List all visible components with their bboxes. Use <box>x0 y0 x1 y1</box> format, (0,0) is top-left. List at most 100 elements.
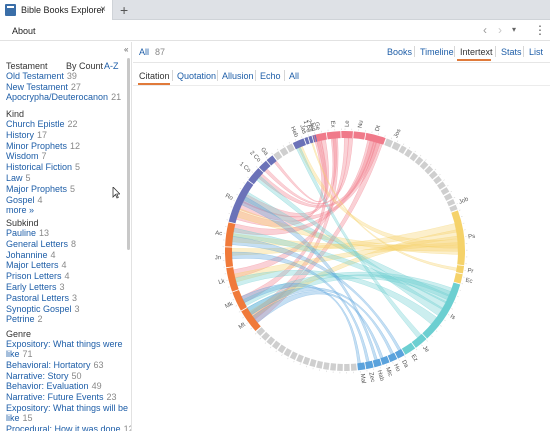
filter-tab-allusion[interactable]: Allusion <box>222 71 254 81</box>
book-segment-jud[interactable] <box>314 134 318 142</box>
filter-item-procedural-how-it-was-done[interactable]: Procedural: How it was done12 <box>6 424 131 431</box>
book-segment[interactable] <box>398 145 407 155</box>
filter-item-major-prophets[interactable]: Major Prophets 5 <box>6 184 75 194</box>
filter-item-church-epistle[interactable]: Church Epistle 22 <box>6 119 78 129</box>
filter-item-expository-what-things-were-like[interactable]: Expository: What things were like 71 <box>6 339 123 359</box>
book-segment-1-co[interactable] <box>248 167 264 185</box>
filter-item-more[interactable]: more » <box>6 205 34 215</box>
intertext-chord[interactable] <box>241 283 361 364</box>
sort-by-count-button[interactable]: By Count <box>66 61 104 71</box>
filter-item-historical-fiction[interactable]: Historical Fiction 5 <box>6 162 80 172</box>
intertext-chord[interactable] <box>232 227 447 310</box>
filter-tab-all[interactable]: All <box>289 71 300 81</box>
book-segment[interactable] <box>289 351 298 360</box>
book-segment[interactable] <box>409 152 418 162</box>
book-segment[interactable] <box>384 138 394 148</box>
filter-item-narrative-story[interactable]: Narrative: Story 50 <box>6 371 82 381</box>
book-segment[interactable] <box>330 363 337 371</box>
book-segment-pr[interactable] <box>455 265 465 274</box>
book-segment-ec[interactable] <box>453 272 463 284</box>
book-segment[interactable] <box>309 358 317 368</box>
intertext-chord[interactable] <box>231 236 402 351</box>
view-tab-books[interactable]: Books <box>387 47 413 57</box>
view-tab-list[interactable]: List <box>529 47 544 57</box>
book-segment[interactable] <box>391 141 401 151</box>
book-segment-ez[interactable] <box>401 342 416 355</box>
book-segment[interactable] <box>414 156 424 166</box>
plus-icon[interactable]: + <box>120 2 129 18</box>
book-segment-jas[interactable] <box>304 137 310 145</box>
book-segment-ro[interactable] <box>228 180 254 224</box>
book-segment[interactable] <box>437 181 446 190</box>
filter-item-minor-prophets[interactable]: Minor Prophets 12 <box>6 141 80 151</box>
filter-item-narrative-future-events[interactable]: Narrative: Future Events 23 <box>6 392 117 402</box>
filter-item-pauline[interactable]: Pauline 13 <box>6 228 49 238</box>
book-segment-2-pe[interactable] <box>312 135 316 143</box>
view-tab-intertext[interactable]: Intertext <box>460 47 493 57</box>
book-segment-ga[interactable] <box>266 155 277 166</box>
book-segment[interactable] <box>273 151 283 161</box>
book-segment[interactable] <box>316 360 324 369</box>
filter-item-history[interactable]: History 17 <box>6 130 47 140</box>
collapse-sidebar-icon[interactable]: « <box>124 45 129 54</box>
filter-item-expository-what-things-will-be-like[interactable]: Expository: What things will be like 15 <box>6 403 128 423</box>
book-segment-mal[interactable] <box>357 362 366 371</box>
filter-tab-echo[interactable]: Echo <box>260 71 281 81</box>
chevron-right-icon[interactable]: › <box>498 23 502 37</box>
filter-item-early-letters[interactable]: Early Letters 3 <box>6 282 65 292</box>
intertext-chord[interactable] <box>296 146 422 339</box>
book-segment[interactable] <box>271 340 281 350</box>
filter-item-gospel[interactable]: Gospel 4 <box>6 195 43 205</box>
book-segment[interactable] <box>419 161 429 170</box>
book-segment[interactable] <box>344 363 350 371</box>
filter-item-old-testament[interactable]: Old Testament 39 <box>6 71 77 81</box>
book-segment-lk[interactable] <box>226 267 239 292</box>
intertext-chord[interactable] <box>311 142 458 271</box>
book-segment-dt[interactable] <box>365 132 386 145</box>
book-segment[interactable] <box>286 143 295 153</box>
filter-item-behavior-evaluation[interactable]: Behavior: Evaluation 49 <box>6 381 102 391</box>
filter-tab-quotation[interactable]: Quotation <box>177 71 217 81</box>
filter-item-prison-letters[interactable]: Prison Letters 4 <box>6 271 70 281</box>
book-segment-zec[interactable] <box>365 360 374 370</box>
book-segment[interactable] <box>446 199 456 207</box>
book-segment[interactable] <box>449 204 458 212</box>
book-segment-2-co[interactable] <box>258 160 271 173</box>
sort-az-button[interactable]: A-Z <box>104 61 119 71</box>
book-segment[interactable] <box>404 148 413 158</box>
filter-item-law[interactable]: Law 5 <box>6 173 31 183</box>
filter-item-general-letters[interactable]: General Letters 8 <box>6 239 76 249</box>
book-segment-ho[interactable] <box>387 352 398 363</box>
book-segment[interactable] <box>323 362 330 370</box>
book-segment[interactable] <box>256 327 266 336</box>
book-segment-le[interactable] <box>341 131 353 139</box>
filter-tab-citation[interactable]: Citation <box>139 71 170 81</box>
book-segment-hab[interactable] <box>372 358 382 368</box>
book-segment-heb[interactable] <box>292 138 306 150</box>
intertext-chord[interactable] <box>252 291 384 359</box>
filter-item-behavioral-hortatory[interactable]: Behavioral: Hortatory 63 <box>6 360 104 370</box>
view-tab-stats[interactable]: Stats <box>501 47 522 57</box>
book-segment[interactable] <box>283 348 292 357</box>
view-tab-timeline[interactable]: Timeline <box>420 47 454 57</box>
sidebar-scrollbar[interactable] <box>127 58 130 250</box>
book-segment-je[interactable] <box>411 333 427 348</box>
filter-item-synoptic-gospel[interactable]: Synoptic Gospel 3 <box>6 304 80 314</box>
book-segment-da[interactable] <box>394 349 405 359</box>
book-segment-ac[interactable] <box>225 222 236 247</box>
intertext-chord[interactable] <box>264 137 354 205</box>
intertext-chord[interactable] <box>256 175 443 316</box>
book-segment[interactable] <box>424 165 434 175</box>
chevron-left-icon[interactable]: ‹ <box>483 23 487 37</box>
filter-item-major-letters[interactable]: Major Letters 4 <box>6 260 67 270</box>
more-vertical-icon[interactable]: ⋮ <box>534 23 546 37</box>
book-segment-ps[interactable] <box>451 210 465 266</box>
book-segment[interactable] <box>433 175 442 185</box>
book-segment-1-pe[interactable] <box>308 135 314 144</box>
book-segment-mt[interactable] <box>241 307 261 331</box>
intertext-chord[interactable] <box>233 137 349 279</box>
book-segment-ex[interactable] <box>326 131 341 140</box>
book-segment[interactable] <box>261 331 270 341</box>
about-button[interactable]: About <box>12 26 36 36</box>
book-segment[interactable] <box>277 344 286 354</box>
